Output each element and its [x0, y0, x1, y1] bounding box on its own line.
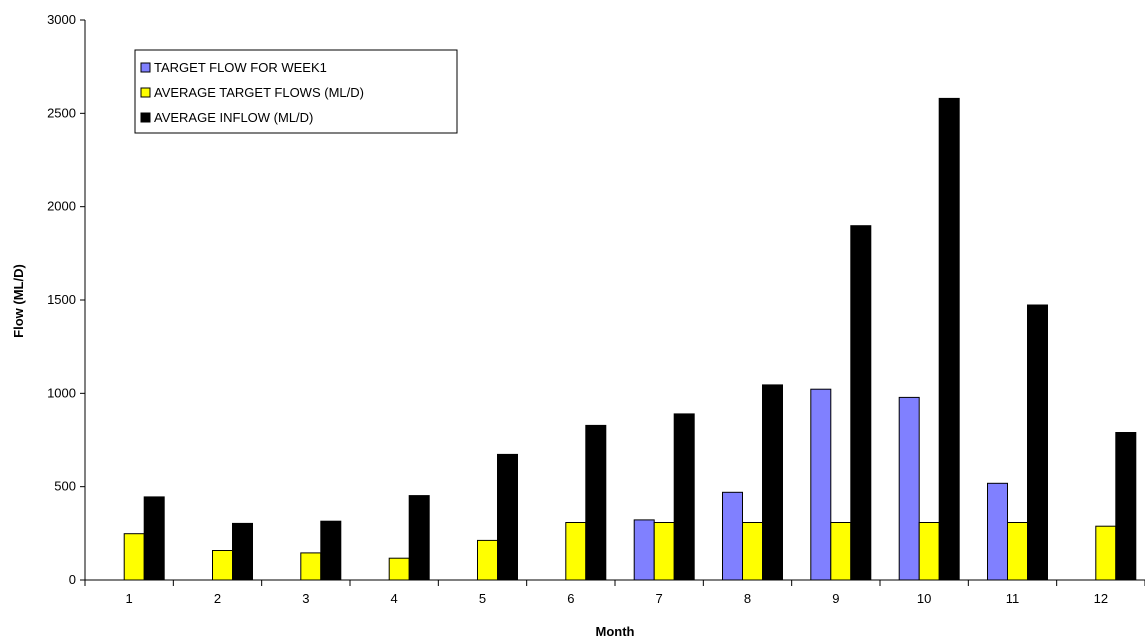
legend-swatch [140, 112, 151, 123]
bar-1-month-10 [898, 396, 920, 581]
legend: TARGET FLOW FOR WEEK1 AVERAGE TARGET FLOW… [134, 49, 458, 134]
bar-2-month-12 [1095, 525, 1117, 581]
bar-2-month-9 [830, 522, 852, 581]
bar-3-month-12 [1115, 432, 1137, 581]
legend-swatch [140, 87, 151, 98]
x-tick-label: 10 [917, 591, 931, 606]
legend-label: AVERAGE TARGET FLOWS (ML/D) [154, 85, 364, 100]
y-tick-label: 0 [69, 572, 76, 587]
bar-3-month-9 [850, 225, 872, 581]
bar-1-month-9 [810, 388, 832, 581]
legend-label: TARGET FLOW FOR WEEK1 [154, 60, 327, 75]
bar-3-month-4 [408, 495, 430, 581]
bar-2-month-8 [742, 522, 763, 581]
bar-2-month-3 [300, 552, 322, 581]
y-tick-label: 2500 [47, 105, 76, 120]
bar-2-month-11 [1007, 522, 1028, 581]
bar-2-month-2 [212, 550, 233, 581]
bar-1-month-7 [633, 519, 655, 581]
y-axis-title: Flow (ML/D) [11, 264, 26, 338]
bar-2-month-10 [918, 522, 940, 581]
legend-swatch [140, 62, 151, 73]
bar-3-month-8 [762, 384, 783, 581]
y-tick-label: 500 [54, 479, 76, 494]
bar-3-month-6 [585, 424, 607, 581]
x-tick-label: 1 [126, 591, 133, 606]
x-axis-title: Month [596, 624, 635, 639]
x-tick-label: 4 [391, 591, 398, 606]
bars-layer [123, 97, 1137, 581]
x-tick-label: 7 [656, 591, 663, 606]
x-tick-label: 9 [832, 591, 839, 606]
y-tick-label: 1000 [47, 385, 76, 400]
x-tick-label: 3 [302, 591, 309, 606]
bar-3-month-10 [938, 97, 960, 581]
x-tick-label: 5 [479, 591, 486, 606]
legend-label: AVERAGE INFLOW (ML/D) [154, 110, 313, 125]
x-tick-label: 2 [214, 591, 221, 606]
bar-1-month-8 [722, 491, 743, 581]
bar-3-month-7 [673, 413, 695, 581]
y-tick-label: 1500 [47, 292, 76, 307]
y-tick-label: 2000 [47, 199, 76, 214]
y-tick-label: 3000 [47, 12, 76, 27]
x-tick-label: 12 [1094, 591, 1108, 606]
legend-box [134, 49, 458, 134]
x-tick-label: 8 [744, 591, 751, 606]
bar-3-month-2 [232, 522, 253, 581]
bar-2-month-6 [565, 522, 587, 581]
x-tick-label: 6 [567, 591, 574, 606]
bar-3-month-1 [143, 496, 165, 581]
bar-2-month-7 [653, 522, 675, 581]
bar-3-month-5 [497, 453, 518, 581]
bar-3-month-3 [320, 520, 342, 581]
bar-1-month-11 [987, 482, 1008, 581]
bar-3-month-11 [1027, 304, 1048, 581]
bar-2-month-1 [123, 533, 145, 581]
x-tick-label: 11 [1006, 591, 1020, 606]
bar-2-month-5 [477, 539, 498, 581]
bar-2-month-4 [388, 557, 410, 581]
